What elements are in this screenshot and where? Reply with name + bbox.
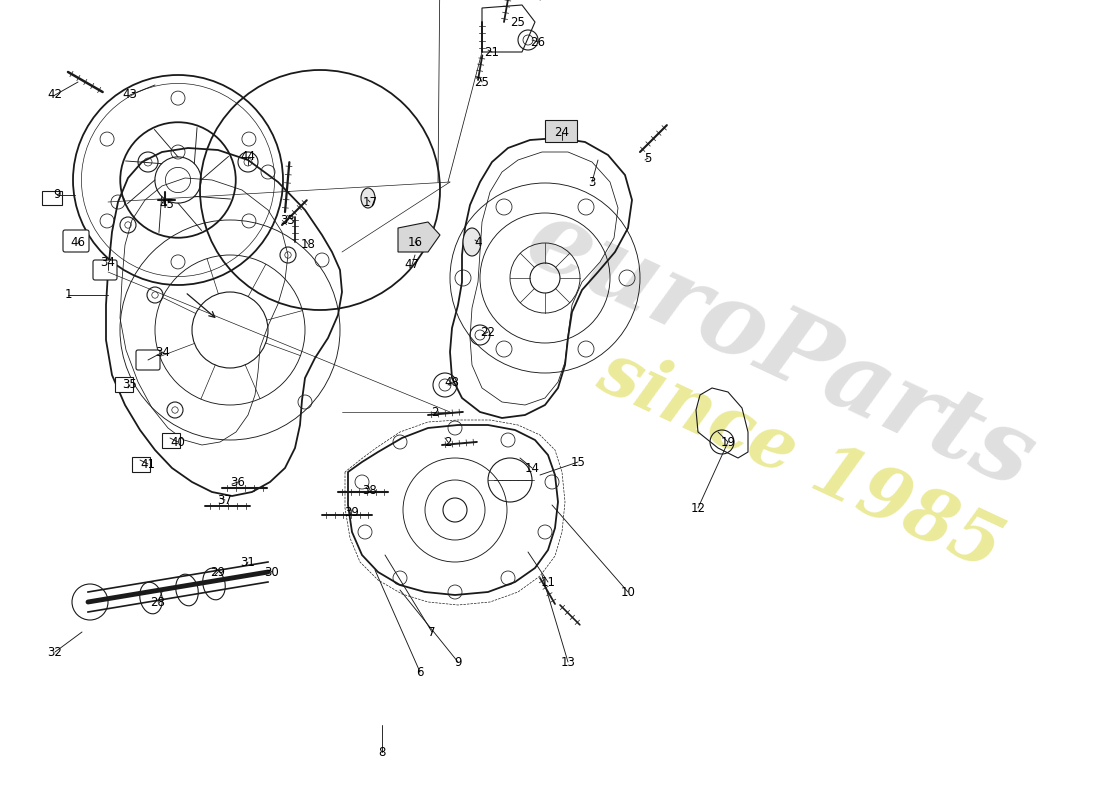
Text: 4: 4 <box>474 235 482 249</box>
Text: 43: 43 <box>122 89 138 102</box>
Text: 46: 46 <box>70 235 86 249</box>
Text: 34: 34 <box>155 346 170 358</box>
Text: 31: 31 <box>241 555 255 569</box>
Text: 22: 22 <box>481 326 495 338</box>
Text: 26: 26 <box>530 35 546 49</box>
Text: 48: 48 <box>444 375 460 389</box>
Text: 9: 9 <box>53 189 60 202</box>
Text: 2: 2 <box>444 435 452 449</box>
FancyBboxPatch shape <box>116 377 133 392</box>
Text: 41: 41 <box>141 458 155 470</box>
Text: euroParts: euroParts <box>512 190 1048 510</box>
Text: 25: 25 <box>510 15 526 29</box>
Text: 42: 42 <box>47 89 63 102</box>
FancyBboxPatch shape <box>132 457 150 472</box>
Text: 3: 3 <box>588 175 596 189</box>
Text: 11: 11 <box>540 575 556 589</box>
Text: 39: 39 <box>344 506 360 518</box>
Text: 15: 15 <box>571 455 585 469</box>
Ellipse shape <box>463 228 481 256</box>
Text: 40: 40 <box>170 435 186 449</box>
FancyBboxPatch shape <box>63 230 89 252</box>
Text: 12: 12 <box>691 502 705 514</box>
Text: 19: 19 <box>720 435 736 449</box>
Text: 38: 38 <box>363 483 377 497</box>
Text: 33: 33 <box>280 214 296 226</box>
Circle shape <box>72 584 108 620</box>
FancyBboxPatch shape <box>42 191 62 205</box>
Text: 37: 37 <box>218 494 232 506</box>
Text: 6: 6 <box>416 666 424 678</box>
Text: 47: 47 <box>405 258 419 271</box>
Text: 21: 21 <box>484 46 499 58</box>
Text: 24: 24 <box>554 126 570 138</box>
Text: since 1985: since 1985 <box>587 335 1013 585</box>
Polygon shape <box>482 5 535 52</box>
Ellipse shape <box>361 188 375 208</box>
Text: 45: 45 <box>160 198 175 211</box>
Text: 7: 7 <box>428 626 436 638</box>
Text: 35: 35 <box>122 378 138 391</box>
Text: 5: 5 <box>645 151 651 165</box>
Text: 14: 14 <box>525 462 539 474</box>
Text: 16: 16 <box>407 235 422 249</box>
FancyBboxPatch shape <box>136 350 160 370</box>
Text: 28: 28 <box>151 595 165 609</box>
Text: 13: 13 <box>561 655 575 669</box>
Text: 29: 29 <box>210 566 225 578</box>
Text: 32: 32 <box>47 646 63 658</box>
Text: 8: 8 <box>378 746 386 758</box>
Text: 17: 17 <box>363 195 377 209</box>
Text: 25: 25 <box>474 75 490 89</box>
Text: 9: 9 <box>454 655 462 669</box>
Text: 10: 10 <box>620 586 636 598</box>
FancyBboxPatch shape <box>162 433 180 448</box>
Text: 30: 30 <box>265 566 279 578</box>
Text: 34: 34 <box>100 257 116 270</box>
Polygon shape <box>398 222 440 252</box>
Text: 44: 44 <box>241 150 255 163</box>
Text: 18: 18 <box>300 238 316 250</box>
Text: 2: 2 <box>431 406 439 418</box>
Text: 36: 36 <box>231 475 245 489</box>
FancyBboxPatch shape <box>94 260 117 280</box>
Text: 1: 1 <box>64 289 72 302</box>
FancyBboxPatch shape <box>544 120 578 142</box>
